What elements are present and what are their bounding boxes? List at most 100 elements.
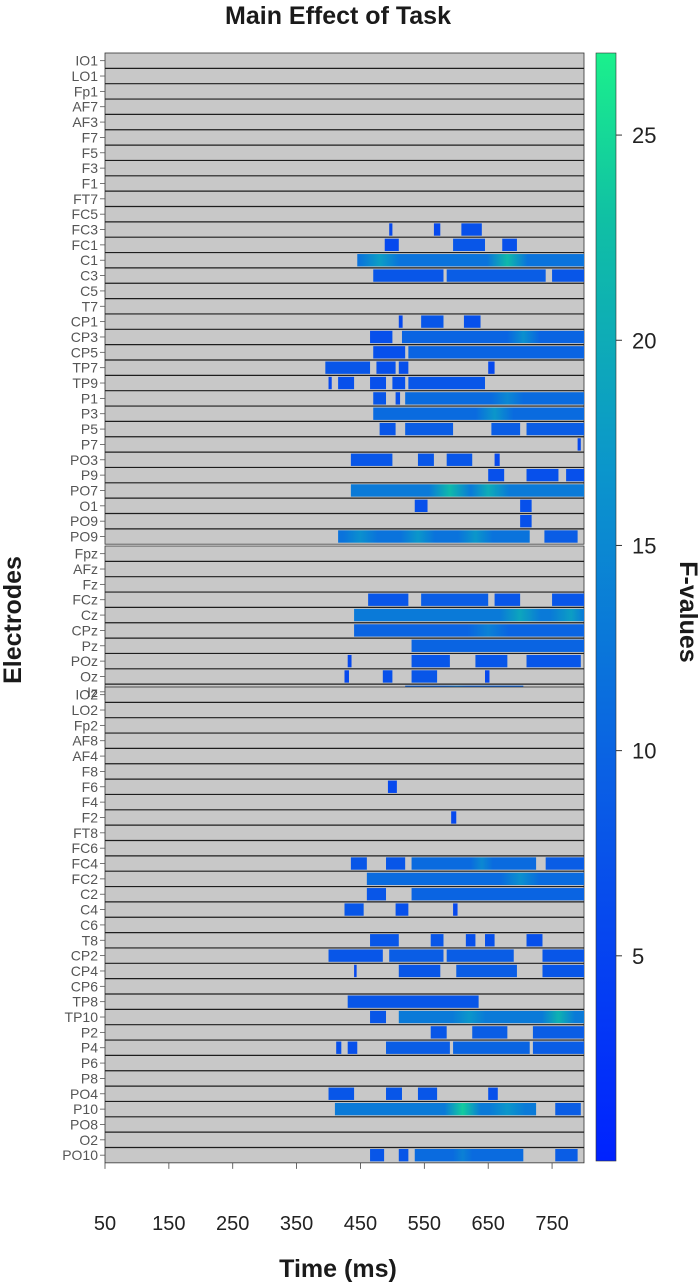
effect-segment-fc3 bbox=[461, 223, 482, 236]
effect-segment-po9 bbox=[544, 530, 578, 543]
electrode-label: FCz bbox=[72, 592, 98, 608]
effect-segment-tp7 bbox=[325, 361, 371, 374]
electrode-label: F5 bbox=[82, 145, 99, 161]
effect-segment-p2 bbox=[430, 1026, 447, 1039]
colorbar bbox=[595, 52, 617, 1162]
electrode-label: FC1 bbox=[72, 237, 99, 253]
electrode-label: AF7 bbox=[72, 99, 98, 115]
effect-segment-c3 bbox=[373, 269, 444, 282]
effect-segment-poz bbox=[347, 654, 352, 668]
electrode-label: FT8 bbox=[73, 825, 98, 841]
electrode-label: P6 bbox=[81, 1055, 98, 1071]
effect-segment-po10 bbox=[414, 1149, 524, 1162]
effect-segment-fc4 bbox=[411, 857, 537, 870]
effect-segment-tp10 bbox=[370, 1010, 387, 1024]
electrode-label: FC5 bbox=[72, 206, 99, 222]
effect-segment-po3 bbox=[417, 453, 434, 466]
effect-segment-cp2 bbox=[328, 949, 383, 962]
effect-segment-po9 bbox=[520, 515, 532, 528]
effect-segment-tp10 bbox=[398, 1010, 584, 1024]
effect-segment-p9 bbox=[488, 468, 505, 482]
effect-segment-po10 bbox=[398, 1149, 409, 1162]
electrode-label: T7 bbox=[82, 298, 99, 314]
effect-segment-po3 bbox=[446, 453, 473, 466]
electrode-label: PO8 bbox=[70, 1116, 98, 1132]
effect-segment-fcz bbox=[552, 593, 584, 606]
electrode-label: TP7 bbox=[72, 360, 98, 376]
electrode-label: Oz bbox=[80, 668, 98, 684]
effect-segment-t8 bbox=[465, 934, 476, 947]
effect-segment-tp8 bbox=[347, 995, 479, 1008]
effect-segment-po10 bbox=[370, 1149, 385, 1162]
effect-segment-c4 bbox=[344, 903, 364, 916]
electrode-label: P3 bbox=[81, 406, 98, 422]
effect-segment-p5 bbox=[491, 422, 521, 436]
effect-segment-p2 bbox=[532, 1026, 584, 1039]
effect-segment-c2 bbox=[366, 888, 387, 901]
effect-segment-cp2 bbox=[389, 949, 444, 962]
effect-segment-p10 bbox=[334, 1102, 537, 1116]
electrode-label: AF3 bbox=[72, 114, 98, 130]
effect-segment-p9 bbox=[566, 468, 584, 482]
effect-segment-tp7 bbox=[376, 361, 396, 374]
electrode-label: C5 bbox=[80, 283, 98, 299]
effect-segment-cp1 bbox=[398, 315, 403, 328]
electrode-label: T8 bbox=[82, 932, 99, 948]
electrode-label: CP1 bbox=[71, 314, 98, 330]
electrode-label: PO9 bbox=[70, 529, 98, 545]
effect-segment-oz bbox=[485, 670, 490, 683]
effect-segment-fcz bbox=[494, 593, 521, 606]
effect-segment-p1 bbox=[405, 392, 584, 405]
electrode-label: C2 bbox=[80, 886, 98, 902]
electrode-label: F1 bbox=[82, 175, 99, 191]
effect-segment-po4 bbox=[328, 1087, 355, 1100]
electrode-label: CP3 bbox=[71, 329, 98, 345]
effect-segment-p4 bbox=[336, 1041, 342, 1054]
electrode-label: C1 bbox=[80, 252, 98, 268]
effect-segment-po4 bbox=[386, 1087, 402, 1100]
electrode-label: CPz bbox=[72, 622, 98, 638]
effect-segment-p4 bbox=[347, 1041, 358, 1054]
y-axis-title: Electrodes bbox=[0, 556, 27, 684]
effect-segment-p7 bbox=[577, 438, 581, 451]
electrode-label: C3 bbox=[80, 268, 98, 284]
effect-segment-c4 bbox=[395, 903, 409, 916]
electrode-label: CP2 bbox=[71, 948, 98, 964]
effect-segment-cp5 bbox=[373, 346, 406, 359]
effect-segment-poz bbox=[475, 654, 508, 668]
electrode-label: PO4 bbox=[70, 1086, 98, 1102]
effect-segment-fc4 bbox=[350, 857, 367, 870]
electrode-label: P9 bbox=[81, 467, 98, 483]
effect-segment-c3 bbox=[552, 269, 584, 282]
electrode-label: TP9 bbox=[72, 375, 98, 391]
effect-segment-fcz bbox=[368, 593, 409, 606]
electrode-label: P1 bbox=[81, 390, 98, 406]
effect-segment-f2 bbox=[451, 811, 457, 824]
effect-segment-tp9 bbox=[338, 376, 355, 390]
electrode-label: F6 bbox=[82, 779, 99, 795]
effect-segment-cp1 bbox=[421, 315, 444, 328]
effect-segment-poz bbox=[526, 654, 581, 668]
effect-segment-fc3 bbox=[389, 223, 393, 236]
electrode-label: LO1 bbox=[72, 68, 99, 84]
effect-segment-cp4 bbox=[354, 964, 357, 978]
x-axis-ticks: 50 150 250 350 450 550 650 750 bbox=[94, 1162, 569, 1235]
electrode-label: CP5 bbox=[71, 344, 98, 360]
x-tick-label: 550 bbox=[408, 1213, 441, 1235]
effect-segment-cp4 bbox=[398, 964, 441, 978]
electrode-label: P8 bbox=[81, 1070, 98, 1086]
effect-segment-t8 bbox=[526, 934, 543, 947]
electrode-label: POz bbox=[71, 653, 98, 669]
x-tick-label: 650 bbox=[472, 1213, 505, 1235]
effect-segment-tp9 bbox=[370, 376, 387, 390]
colorbar-ticks: 5 10 15 20 25 bbox=[616, 123, 656, 969]
electrode-label: FC4 bbox=[72, 856, 99, 872]
electrode-label: P5 bbox=[81, 421, 98, 437]
electrode-label: CP6 bbox=[71, 978, 98, 994]
electrode-label: Fp2 bbox=[74, 717, 98, 733]
x-tick-label: 150 bbox=[152, 1213, 185, 1235]
effect-segment-p5 bbox=[405, 422, 454, 436]
electrode-label: FC2 bbox=[72, 871, 99, 887]
effect-segment-p2 bbox=[472, 1026, 508, 1039]
effect-segment-poz bbox=[411, 654, 450, 668]
